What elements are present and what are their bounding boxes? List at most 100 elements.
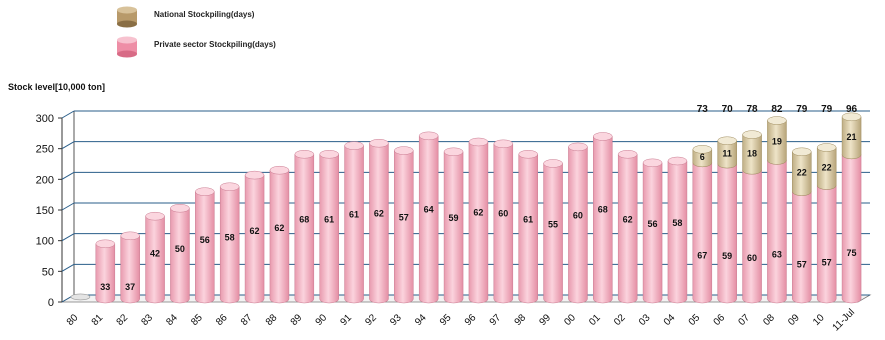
total-label: 79 [821, 104, 833, 115]
bar-private-94-body [418, 135, 439, 304]
x-tick-label: 83 [139, 312, 155, 328]
bar-private-86-top [219, 182, 240, 192]
value-label-national: 22 [797, 168, 807, 178]
legend-label-national: National Stockpiling(days) [154, 10, 255, 19]
value-label-private: 62 [274, 223, 284, 233]
x-tick-label: 97 [488, 312, 504, 328]
value-label-private: 59 [722, 251, 732, 261]
bar-private-82-top [120, 231, 140, 241]
value-label-private: 60 [573, 210, 583, 220]
bar-private-03-top [642, 158, 663, 168]
bar-private-95-top [443, 147, 464, 157]
bar-private-86-body [219, 186, 240, 304]
bar-national-06-body [717, 140, 737, 169]
bar-private-06-body [717, 163, 737, 304]
bar-private-94-top [418, 131, 439, 141]
x-tick-label: 81 [90, 312, 106, 328]
x-tick-label: 00 [562, 312, 578, 328]
value-label-private: 37 [125, 282, 135, 292]
bar-private-01-top [593, 132, 613, 141]
value-label-private: 62 [374, 208, 384, 218]
gridline-diagonal [61, 171, 75, 180]
bar-national-09 [792, 147, 812, 196]
y-tick-label: 100 [36, 236, 54, 248]
bar-private-94 [418, 131, 439, 304]
x-tick-label: 91 [338, 312, 354, 328]
gridline-diagonal [61, 233, 75, 242]
bar-private-04-body [667, 160, 688, 304]
bar-private-92 [369, 138, 389, 304]
bar-private-87-top [244, 170, 265, 180]
bar-private-97-top [493, 139, 514, 149]
bar-national-06 [717, 136, 737, 169]
bar-private-97-body [493, 143, 514, 304]
bar-private-96-top [468, 137, 489, 147]
bar-private-98 [518, 150, 538, 304]
value-label-private: 58 [672, 218, 682, 228]
bar-private-86 [219, 182, 240, 304]
x-tick-label: 09 [786, 312, 802, 328]
bar-national-07-body [742, 134, 762, 175]
x-tick-label: 89 [289, 312, 305, 328]
bar-private-87 [244, 170, 265, 304]
bar-private-85 [195, 187, 215, 304]
value-label-private: 60 [747, 253, 757, 263]
x-tick-label: 94 [413, 312, 429, 328]
x-tick-label: 02 [612, 312, 628, 328]
value-label-private: 75 [847, 248, 857, 258]
total-label: 82 [771, 104, 783, 115]
total-label: 78 [747, 104, 759, 115]
bar-private-90-top [319, 150, 339, 159]
legend-swatch-private [117, 36, 137, 58]
bar-private-82-body [120, 235, 140, 304]
bar-private-91 [344, 141, 364, 304]
value-label-national: 11 [722, 148, 732, 158]
x-tick-label: 07 [736, 312, 752, 328]
bar-national-11-Jul-body [841, 116, 862, 160]
bar-private-05-body [692, 162, 713, 304]
bar-private-80 [70, 293, 91, 301]
x-tick-label: 95 [438, 312, 454, 328]
x-tick-label: 04 [662, 312, 678, 328]
bar-national-06-top [717, 136, 737, 146]
bar-private-89-top [294, 150, 315, 159]
x-tick-label: 80 [65, 312, 81, 328]
x-tick-label: 88 [264, 312, 280, 328]
x-tick-label: 82 [115, 312, 131, 328]
bar-private-01-body [593, 136, 613, 304]
x-tick-label: 01 [587, 312, 603, 328]
bar-private-90-body [319, 154, 339, 304]
x-tick-label: 86 [214, 312, 230, 328]
value-label-private: 64 [424, 204, 434, 214]
x-tick-label: 08 [761, 312, 777, 328]
legend-swatch-national [117, 6, 137, 28]
total-label: 79 [796, 104, 808, 115]
bar-private-02-top [617, 150, 638, 159]
x-tick-label: 85 [189, 312, 205, 328]
x-tick-label: 05 [687, 312, 703, 328]
bar-private-93-top [394, 146, 414, 155]
bar-national-07 [742, 130, 762, 175]
x-tick-label: 03 [637, 312, 653, 328]
value-label-private: 61 [324, 214, 334, 224]
bar-private-91-top [344, 141, 364, 150]
x-tick-label: 93 [388, 312, 404, 328]
bar-private-01 [593, 132, 613, 304]
gridline-diagonal [61, 202, 75, 211]
gridline-diagonal [61, 141, 75, 150]
bar-private-00-top [568, 142, 588, 152]
bar-private-00-body [568, 146, 588, 304]
y-tick-label: 300 [36, 113, 54, 125]
bar-private-11-Jul [841, 150, 862, 304]
bar-private-09-body [792, 191, 812, 304]
bar-private-08-body [767, 160, 787, 304]
total-label: 70 [722, 104, 734, 115]
bar-private-07-body [742, 169, 762, 304]
y-tick-label: 200 [36, 174, 54, 186]
bar-private-87-body [244, 174, 265, 304]
y-axis-title: Stock level[10,000 ton] [8, 82, 106, 92]
value-label-private: 62 [623, 214, 633, 224]
bar-private-05 [692, 158, 713, 304]
bar-private-84-top [170, 203, 190, 213]
